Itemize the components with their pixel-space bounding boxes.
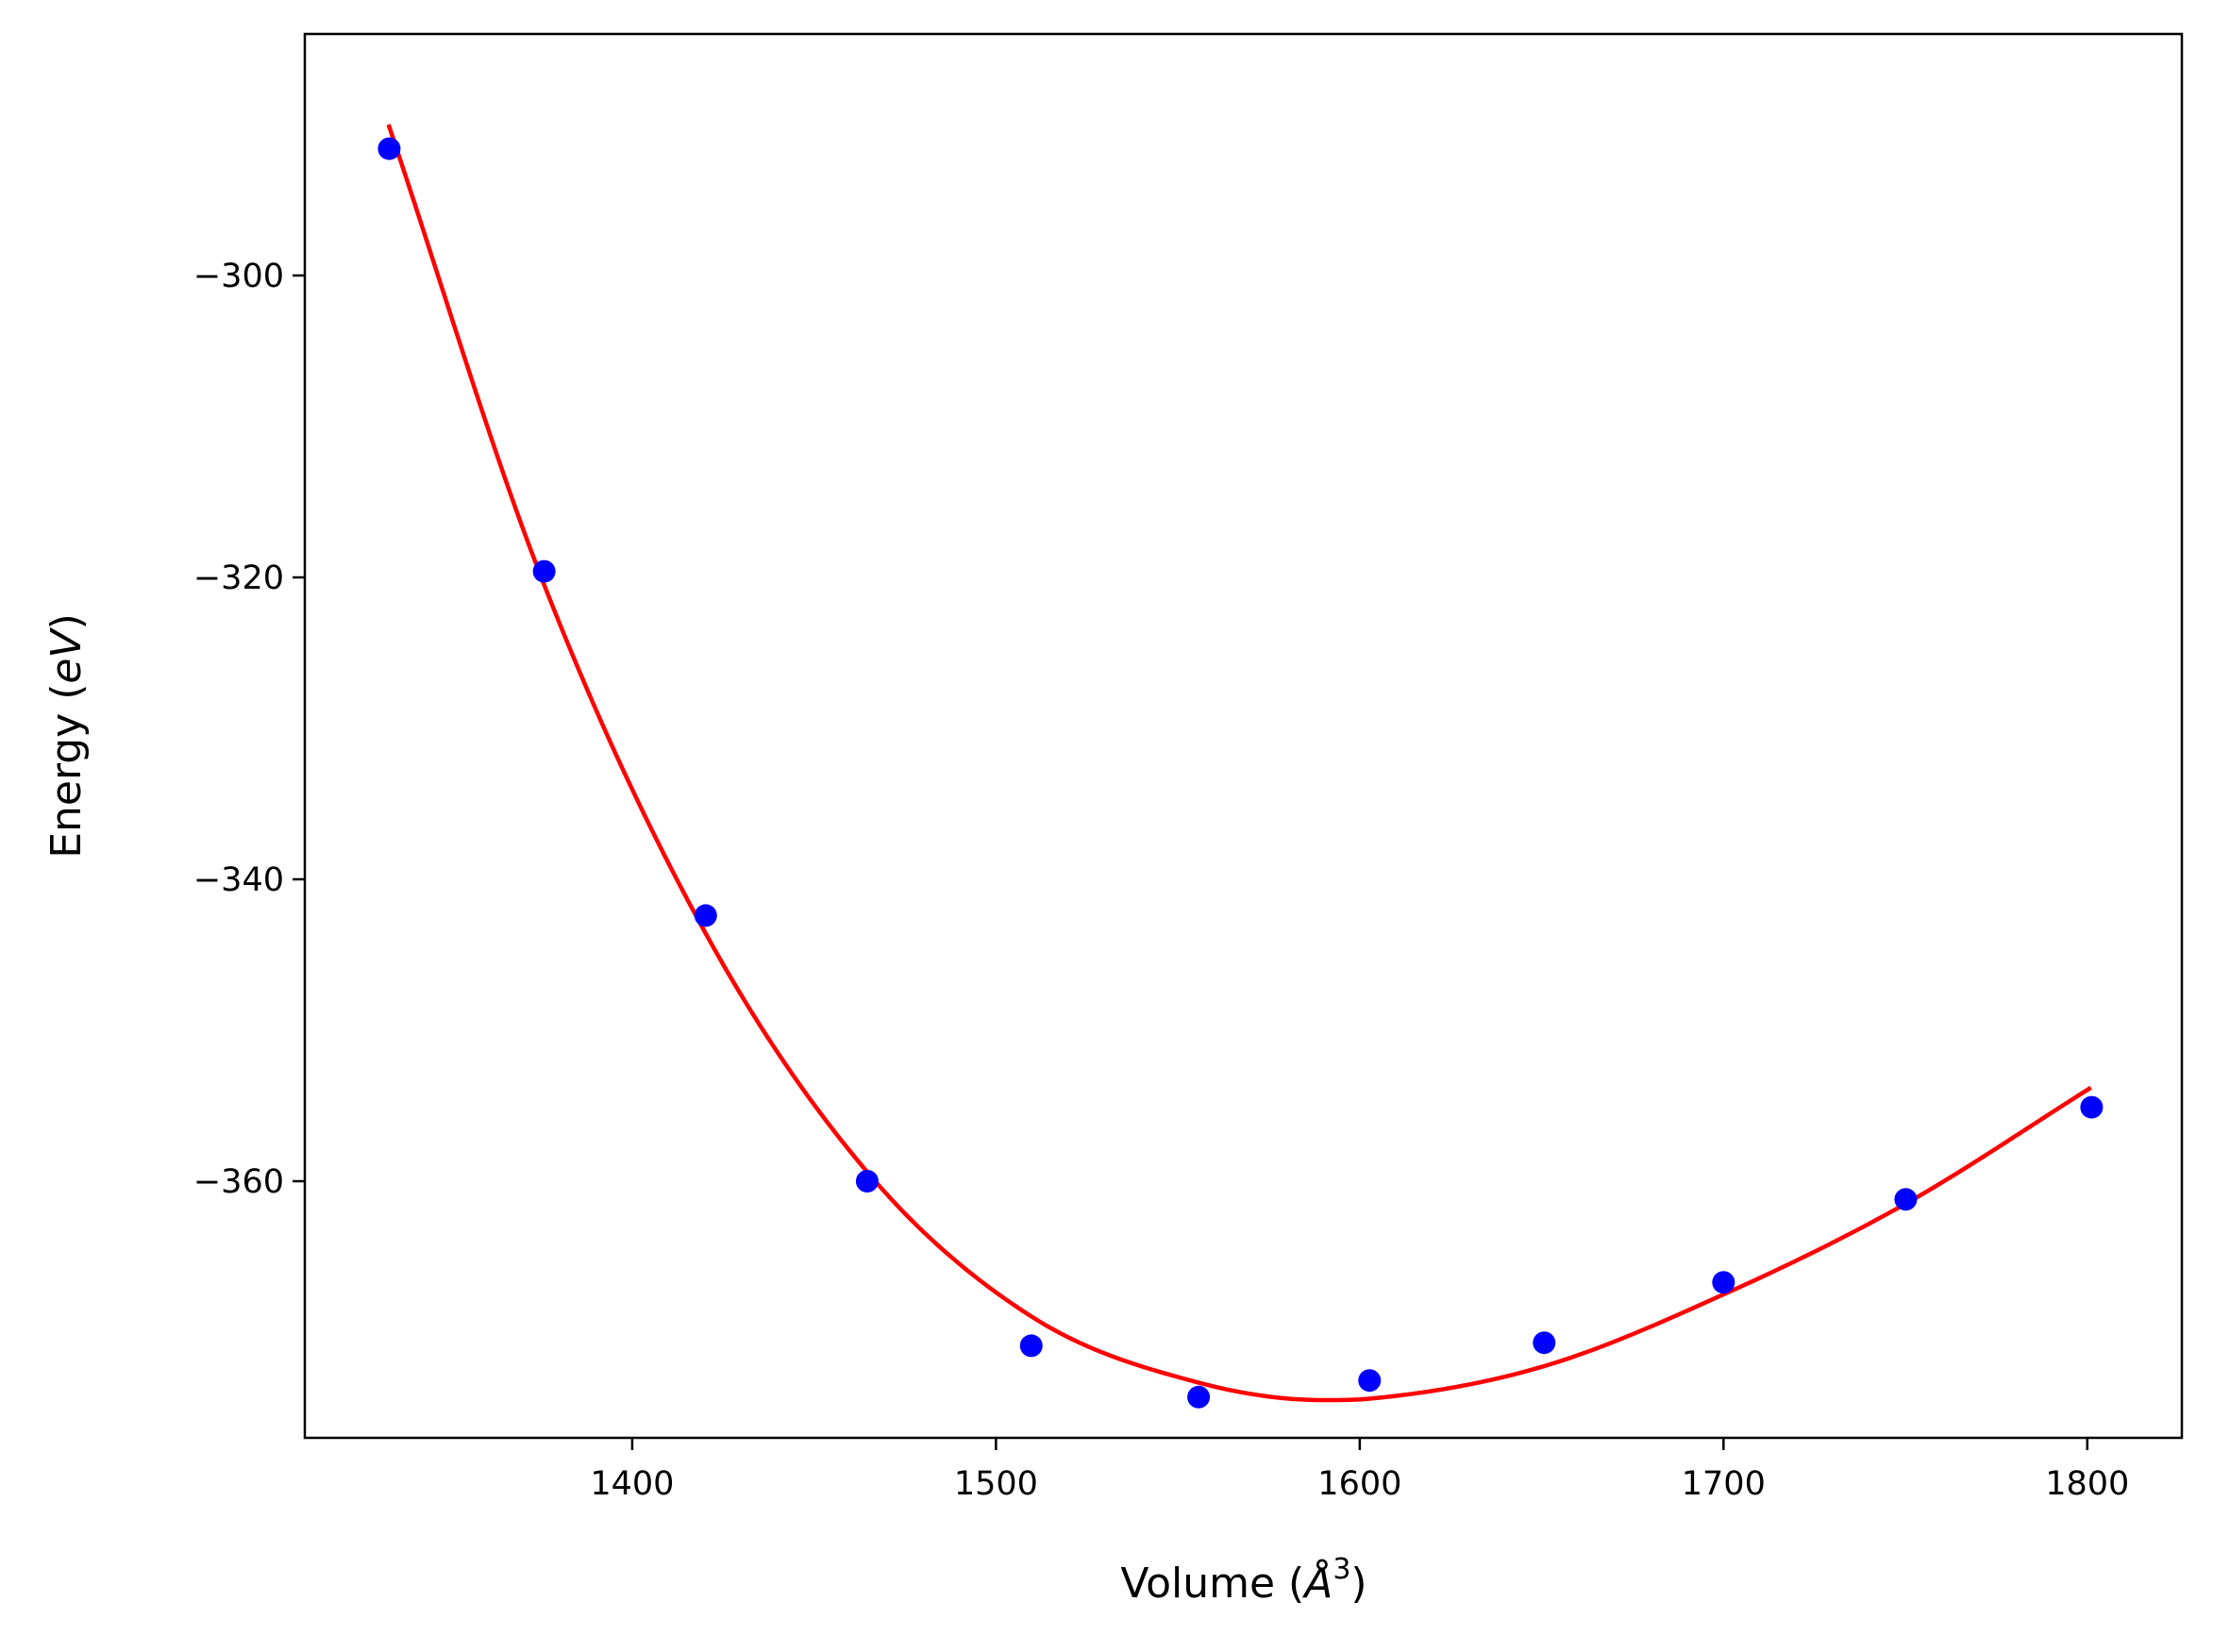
x-tick-label: 1700 bbox=[1682, 1465, 1766, 1503]
data-point bbox=[1894, 1188, 1918, 1211]
x-tick-label: 1600 bbox=[1317, 1465, 1401, 1503]
y-tick-label: −360 bbox=[193, 1163, 284, 1201]
data-point bbox=[1533, 1331, 1556, 1355]
x-tick-label: 1400 bbox=[590, 1465, 674, 1503]
fit-curve-layer bbox=[386, 124, 2092, 1403]
data-point bbox=[377, 137, 401, 160]
data-point bbox=[532, 559, 556, 583]
data-point bbox=[1187, 1385, 1211, 1409]
y-tick-label: −340 bbox=[193, 861, 284, 899]
x-axis-title: Volume (Å3) bbox=[1120, 1553, 1366, 1608]
data-point bbox=[855, 1170, 879, 1193]
y-axis-title-prefix: Energy ( bbox=[42, 684, 91, 859]
x-axis: 1400 1500 1600 1700 1800 bbox=[590, 1438, 2129, 1503]
data-points-layer bbox=[377, 137, 2104, 1409]
data-point bbox=[1019, 1334, 1043, 1358]
data-point bbox=[1358, 1369, 1382, 1393]
x-axis-title-prefix: Volume ( bbox=[1120, 1560, 1304, 1608]
y-tick-label: −300 bbox=[193, 258, 284, 295]
x-tick-label: 1500 bbox=[954, 1465, 1038, 1503]
plot-frame bbox=[303, 32, 2184, 1440]
fit-curve-line bbox=[386, 124, 2092, 1403]
data-point bbox=[1712, 1271, 1735, 1294]
y-axis-title: Energy (eV) bbox=[42, 613, 91, 859]
x-axis-title-unit: Å bbox=[1301, 1558, 1333, 1608]
y-axis-title-unit: eV bbox=[42, 627, 91, 684]
data-point bbox=[694, 904, 717, 927]
y-axis-title-suffix: ) bbox=[42, 613, 91, 629]
y-axis: −300 −320 −340 −360 bbox=[193, 258, 305, 1201]
x-axis-title-exponent: 3 bbox=[1333, 1553, 1350, 1586]
x-axis-title-suffix: ) bbox=[1350, 1560, 1366, 1608]
y-tick-label: −320 bbox=[193, 559, 284, 597]
x-tick-label: 1800 bbox=[2045, 1465, 2129, 1503]
data-point bbox=[2080, 1095, 2104, 1119]
